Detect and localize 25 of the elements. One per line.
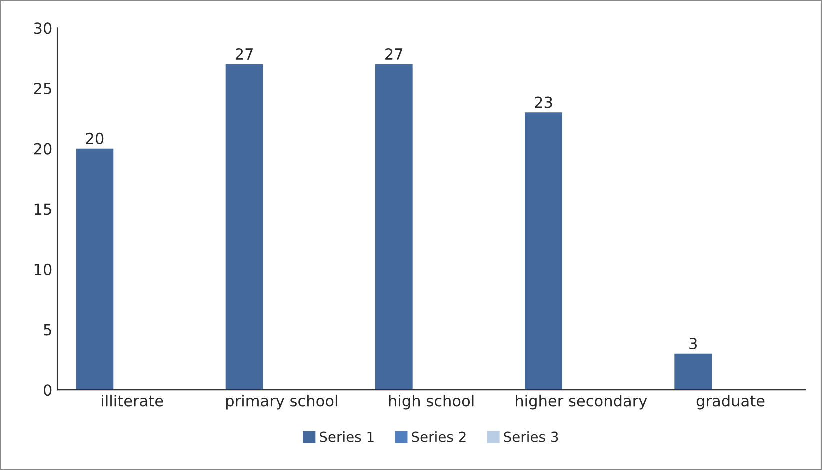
data-label: 3: [690, 338, 697, 350]
legend-label: Series 2: [412, 432, 466, 442]
x-tick-label: primary school: [226, 394, 338, 410]
y-tick-label: 20: [34, 143, 52, 155]
y-tick-label: 0: [44, 384, 52, 396]
data-label: 27: [386, 48, 403, 60]
y-tick-label: 5: [44, 324, 52, 336]
x-tick-label: illiterate: [102, 394, 164, 407]
bar: [674, 354, 712, 390]
legend-label: Series 1: [320, 432, 374, 442]
y-tick-label: 30: [34, 22, 52, 34]
legend-label: Series 3: [504, 432, 558, 442]
bar: [525, 112, 562, 390]
x-tick-label: higher secondary: [516, 394, 648, 410]
y-tick-label: 25: [34, 82, 52, 95]
y-tick-label: 10: [34, 264, 52, 276]
data-label: 20: [86, 132, 104, 144]
y-tick-label: 15: [34, 204, 52, 216]
bar: [375, 64, 413, 390]
x-tick-label: graduate: [696, 394, 765, 410]
x-tick-label: high school: [389, 394, 474, 410]
bar: [226, 64, 264, 390]
data-label: 23: [535, 96, 552, 108]
data-label: 27: [236, 48, 253, 60]
bar: [76, 148, 114, 390]
